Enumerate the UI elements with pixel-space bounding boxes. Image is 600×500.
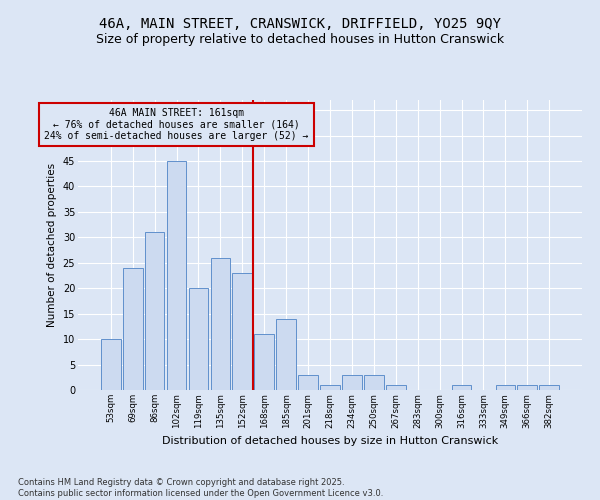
Bar xyxy=(101,339,121,390)
Bar xyxy=(298,374,318,390)
X-axis label: Distribution of detached houses by size in Hutton Cranswick: Distribution of detached houses by size … xyxy=(162,436,498,446)
Bar xyxy=(517,385,537,390)
Bar xyxy=(145,232,164,390)
Bar xyxy=(452,385,472,390)
Bar xyxy=(211,258,230,390)
Bar xyxy=(364,374,384,390)
Bar xyxy=(276,319,296,390)
Bar xyxy=(386,385,406,390)
Text: Size of property relative to detached houses in Hutton Cranswick: Size of property relative to detached ho… xyxy=(96,32,504,46)
Bar xyxy=(188,288,208,390)
Bar xyxy=(167,161,187,390)
Bar xyxy=(320,385,340,390)
Bar xyxy=(496,385,515,390)
Text: 46A MAIN STREET: 161sqm
← 76% of detached houses are smaller (164)
24% of semi-d: 46A MAIN STREET: 161sqm ← 76% of detache… xyxy=(44,108,309,141)
Y-axis label: Number of detached properties: Number of detached properties xyxy=(47,163,57,327)
Bar xyxy=(539,385,559,390)
Text: Contains HM Land Registry data © Crown copyright and database right 2025.
Contai: Contains HM Land Registry data © Crown c… xyxy=(18,478,383,498)
Text: 46A, MAIN STREET, CRANSWICK, DRIFFIELD, YO25 9QY: 46A, MAIN STREET, CRANSWICK, DRIFFIELD, … xyxy=(99,18,501,32)
Bar xyxy=(232,273,252,390)
Bar xyxy=(123,268,143,390)
Bar xyxy=(254,334,274,390)
Bar xyxy=(342,374,362,390)
